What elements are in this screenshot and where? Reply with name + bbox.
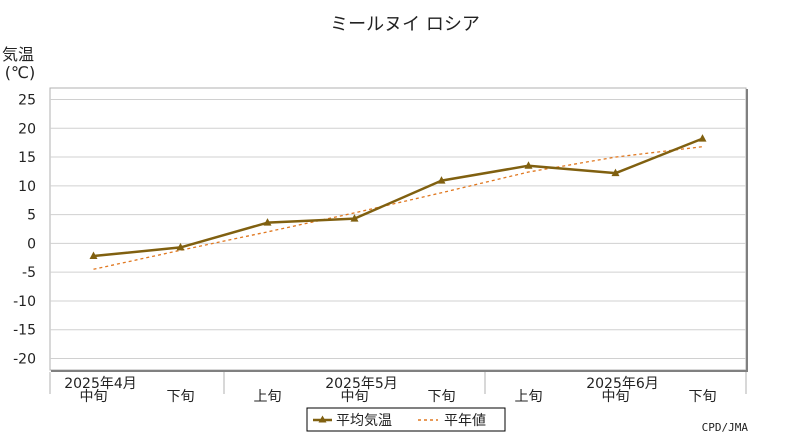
legend: 平均気温 平年値: [306, 407, 506, 432]
plot-frame: [49, 87, 748, 372]
normal-line: [93, 146, 703, 270]
x-tick-label: 中旬: [602, 389, 630, 405]
y-tick-label: -5: [22, 265, 36, 281]
x-tick-label: 上旬: [515, 389, 543, 405]
mean-line: [93, 137, 703, 258]
y-tick-label: -20: [13, 351, 36, 367]
x-tick-label: 下旬: [428, 389, 456, 405]
x-month-label: 2025年4月: [64, 376, 137, 392]
mean-point: [611, 168, 620, 177]
legend-marker-mean: [318, 415, 327, 423]
credit-text: CPD/JMA: [702, 421, 749, 434]
y-tick-label: 0: [27, 236, 36, 252]
mean-point: [524, 161, 533, 169]
x-month-label: 2025年5月: [325, 376, 398, 392]
series-mean: [89, 134, 707, 260]
legend-label-mean: 平均気温: [336, 413, 392, 429]
mean-point: [350, 214, 359, 222]
grid-lines: [50, 99, 746, 359]
y-tick-label: 25: [18, 93, 36, 109]
y-tick-label: 10: [18, 179, 36, 195]
mean-point: [89, 251, 98, 260]
plot-area: [49, 87, 747, 371]
y-tick-label: -10: [13, 294, 36, 310]
x-month-label: 2025年6月: [586, 376, 659, 392]
mean-point: [437, 176, 446, 184]
chart-title: ミールヌイ ロシア: [330, 14, 480, 35]
y-axis-ticks: 25 20 15 10 5 0 -5 -10 -15 -20: [13, 93, 36, 368]
y-tick-label: 15: [18, 150, 36, 166]
mean-point: [176, 242, 185, 251]
x-tick-label: 中旬: [80, 389, 108, 405]
y-axis-label: 気温: [2, 45, 34, 64]
x-tick-label: 上旬: [254, 389, 282, 405]
x-tick-label: 下旬: [167, 389, 195, 405]
mean-point: [698, 134, 707, 142]
y-tick-label: -15: [13, 323, 36, 339]
legend-box: [306, 407, 506, 432]
legend-label-normal: 平年値: [444, 413, 486, 429]
x-tick-label: 中旬: [341, 389, 369, 405]
x-tick-label: 下旬: [689, 389, 717, 405]
mean-point: [263, 218, 272, 226]
y-tick-label: 20: [18, 121, 36, 137]
y-axis-unit: (℃): [5, 63, 35, 82]
y-tick-label: 5: [27, 208, 36, 224]
series-normal: [93, 146, 703, 270]
